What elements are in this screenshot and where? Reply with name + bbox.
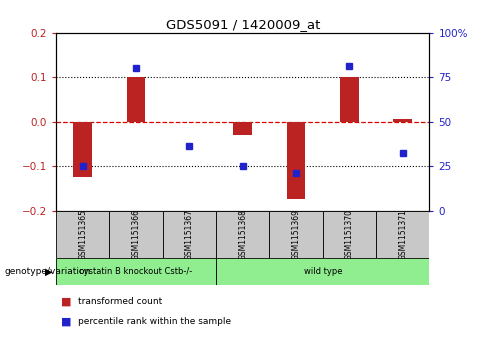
Bar <box>233 122 252 135</box>
Text: GSM1151365: GSM1151365 <box>78 209 87 260</box>
Text: GSM1151367: GSM1151367 <box>185 209 194 260</box>
Bar <box>323 211 376 258</box>
Bar <box>56 211 109 258</box>
Text: GSM1151371: GSM1151371 <box>398 209 407 260</box>
Bar <box>216 258 429 285</box>
Bar <box>269 211 323 258</box>
Text: ■: ■ <box>61 296 72 306</box>
Bar <box>56 258 216 285</box>
Bar <box>216 211 269 258</box>
Text: GSM1151368: GSM1151368 <box>238 209 247 260</box>
Text: genotype/variation: genotype/variation <box>5 267 91 276</box>
Bar <box>376 211 429 258</box>
Text: ■: ■ <box>61 316 72 326</box>
Text: ▶: ▶ <box>45 266 53 276</box>
Text: transformed count: transformed count <box>78 297 163 306</box>
Bar <box>163 211 216 258</box>
Text: percentile rank within the sample: percentile rank within the sample <box>78 317 231 326</box>
Bar <box>340 77 359 122</box>
Text: cystatin B knockout Cstb-/-: cystatin B knockout Cstb-/- <box>80 267 193 276</box>
Text: GSM1151366: GSM1151366 <box>132 209 141 260</box>
Bar <box>127 77 145 122</box>
Bar <box>393 119 412 122</box>
Bar <box>74 122 92 177</box>
Text: GSM1151369: GSM1151369 <box>292 209 301 260</box>
Bar <box>109 211 163 258</box>
Title: GDS5091 / 1420009_at: GDS5091 / 1420009_at <box>165 19 320 32</box>
Text: GSM1151370: GSM1151370 <box>345 209 354 260</box>
Text: wild type: wild type <box>304 267 342 276</box>
Bar <box>287 122 305 199</box>
